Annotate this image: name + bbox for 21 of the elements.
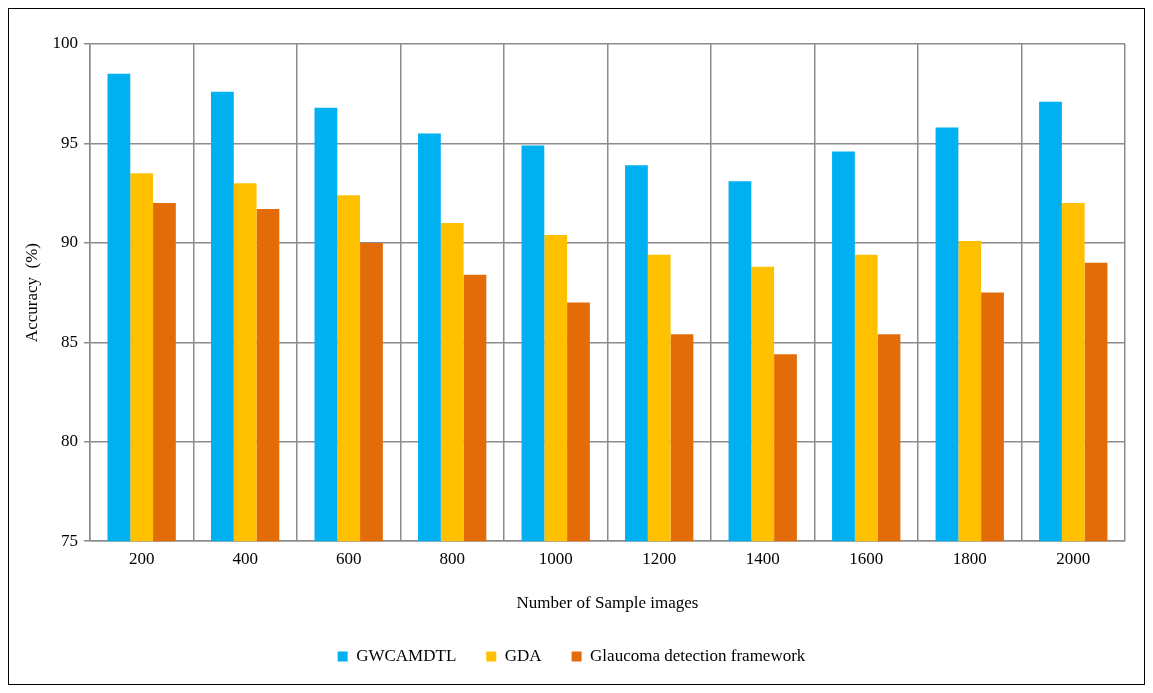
y-tick-label: 95 <box>60 132 78 152</box>
x-tick-label: 1200 <box>642 548 677 568</box>
x-tick-label: 1000 <box>538 548 573 568</box>
x-axis-title: Number of Sample images <box>516 593 699 613</box>
y-tick-label: 85 <box>60 331 78 351</box>
legend-label: GDA <box>504 645 543 665</box>
y-tick-label: 90 <box>60 232 78 252</box>
y-tick-label: 80 <box>60 431 78 451</box>
x-tick-label: 1400 <box>745 548 780 568</box>
y-tick-label: 100 <box>52 33 78 53</box>
x-tick-label: 400 <box>232 548 258 568</box>
x-tick-label: 600 <box>335 548 362 568</box>
legend-label: GWCAMDTL <box>356 645 457 665</box>
x-tick-label: 2000 <box>1056 548 1091 568</box>
y-tick-label: 75 <box>60 530 78 550</box>
x-tick-label: 1800 <box>952 548 987 568</box>
x-tick-label: 800 <box>439 548 465 568</box>
x-tick-label: 1600 <box>849 548 884 568</box>
x-tick-label: 200 <box>128 548 155 568</box>
legend-label: Glaucoma detection framework <box>590 645 806 665</box>
y-axis-title: Accuracy (%) <box>21 243 41 343</box>
